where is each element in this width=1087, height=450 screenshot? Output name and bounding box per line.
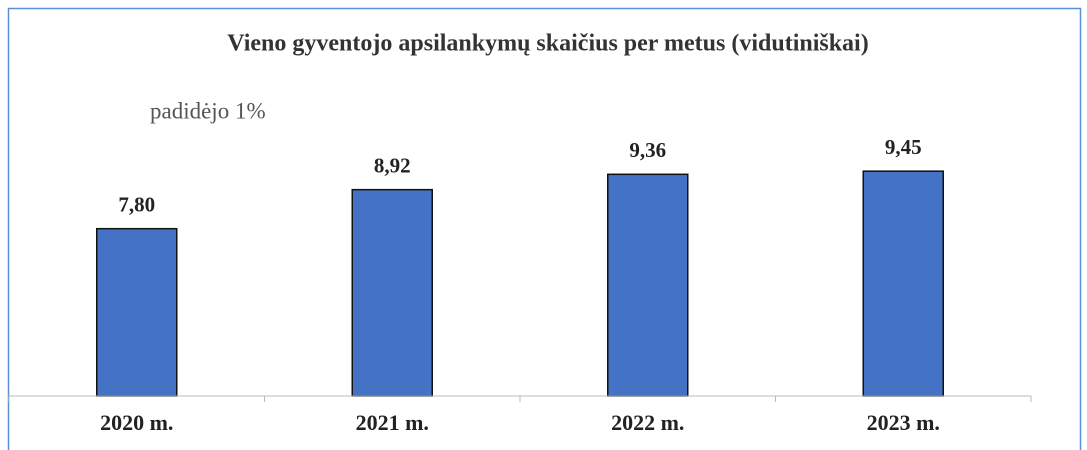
x-tick-label: 2022 m. [611,410,684,435]
bar [607,173,689,397]
value-label: 9,45 [885,135,922,159]
x-tick-label: 2023 m. [867,410,940,435]
value-label: 7,80 [118,192,155,216]
value-label: 8,92 [374,153,411,177]
frame [7,7,1082,450]
bar [862,170,944,397]
value-label: 9,36 [629,138,666,162]
x-tick-label: 2021 m. [356,410,429,435]
x-tick-label: 2020 m. [100,410,173,435]
chart-title: Vieno gyventojo apsilankymų skaičius per… [227,31,868,57]
bar [351,188,433,397]
annotation: padidėjo 1% [150,98,266,123]
bar [96,227,178,397]
